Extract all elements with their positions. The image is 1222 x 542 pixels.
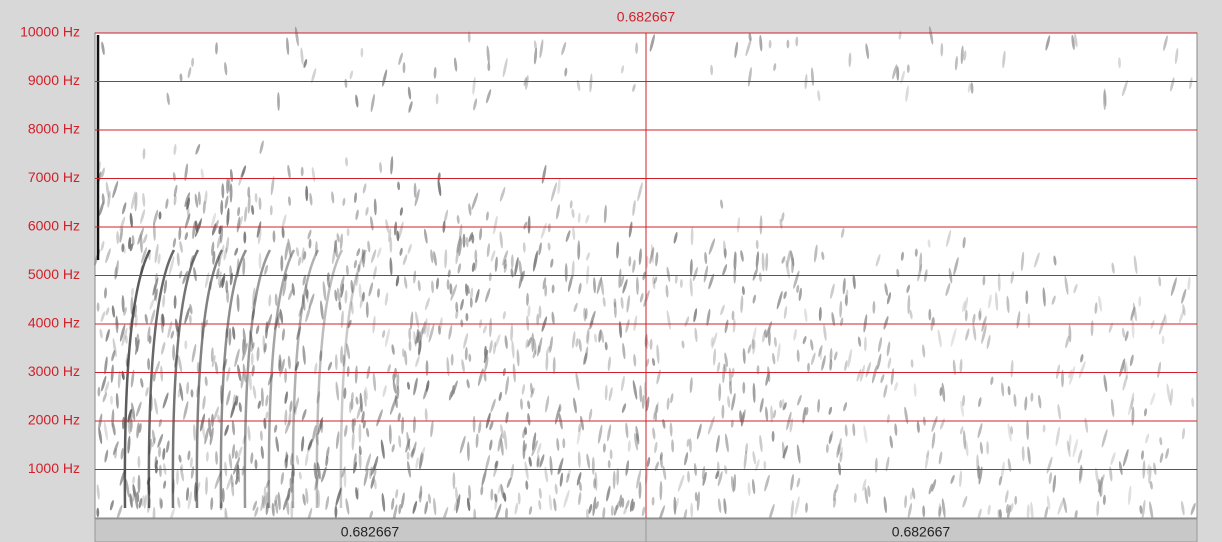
y-tick-label: 7000 Hz xyxy=(28,169,80,185)
texture-blob xyxy=(280,255,283,271)
texture-blob xyxy=(1025,290,1028,304)
y-tick-label: 6000 Hz xyxy=(28,218,80,234)
texture-blob xyxy=(407,452,410,460)
texture-blob xyxy=(453,472,456,489)
y-tick-label: 2000 Hz xyxy=(28,412,80,428)
y-tick-label: 5000 Hz xyxy=(28,266,80,282)
texture-blob xyxy=(335,506,338,518)
spectrogram-view: 0.682667 0.682667 0.682667 10000 Hz 9000 … xyxy=(0,0,1222,542)
y-tick-label: 3000 Hz xyxy=(28,363,80,379)
texture-blob xyxy=(787,40,790,49)
y-tick-label: 1000 Hz xyxy=(28,460,80,476)
cursor-label: 0.682667 xyxy=(617,9,676,25)
texture-blob xyxy=(473,416,476,433)
texture-blob xyxy=(172,344,175,361)
texture-blob xyxy=(463,234,466,248)
texture-blob xyxy=(359,424,362,443)
texture-blob xyxy=(474,250,477,262)
bottom-right-label: 0.682667 xyxy=(892,524,951,540)
texture-blob xyxy=(592,457,595,475)
texture-blob xyxy=(301,167,304,177)
texture-blob xyxy=(470,298,473,308)
texture-blob xyxy=(226,178,229,194)
texture-blob xyxy=(1162,336,1165,345)
texture-blob xyxy=(138,475,141,493)
texture-blob xyxy=(243,231,246,243)
texture-blob xyxy=(845,295,848,306)
page: 0.682667 0.682667 0.682667 10000 Hz 9000 … xyxy=(0,0,1222,542)
y-tick-label: 10000 Hz xyxy=(20,24,80,40)
texture-blob xyxy=(225,280,228,293)
texture-blob xyxy=(772,431,775,442)
texture-blob xyxy=(565,263,568,282)
y-tick-label: 9000 Hz xyxy=(28,72,80,88)
texture-blob xyxy=(259,253,262,269)
texture-blob xyxy=(977,465,980,479)
texture-blob xyxy=(184,340,187,349)
texture-blob xyxy=(763,461,766,470)
y-tick-label: 4000 Hz xyxy=(28,315,80,331)
texture-blob xyxy=(426,360,429,376)
bottom-left-label: 0.682667 xyxy=(341,524,400,540)
y-tick-label: 8000 Hz xyxy=(28,121,80,137)
texture-blob xyxy=(742,382,745,394)
texture-blob xyxy=(97,302,100,311)
texture-blob xyxy=(211,414,214,427)
texture-blob xyxy=(734,251,737,270)
texture-blob xyxy=(928,309,931,321)
